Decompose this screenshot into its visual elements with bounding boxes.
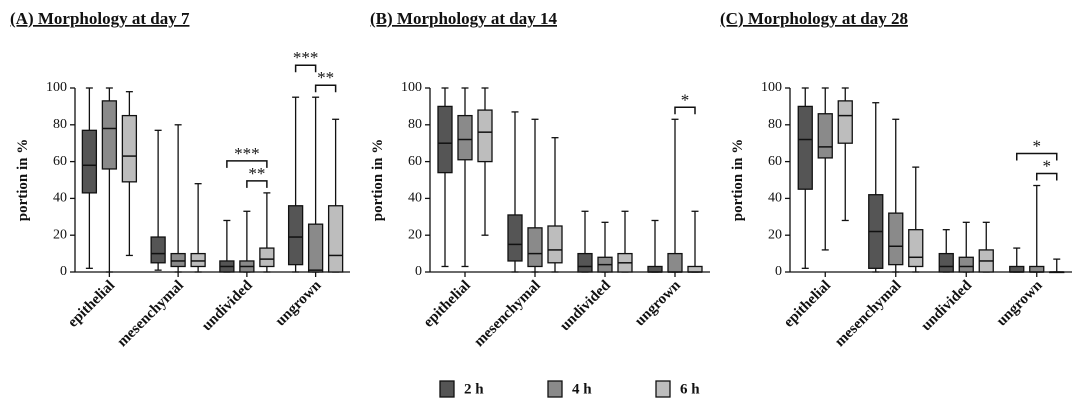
box <box>101 100 118 170</box>
legend-label: 6 h <box>680 381 700 397</box>
x-tick-label: epithelial <box>421 278 474 331</box>
panel-title: (B) Morphology at day 14 <box>370 9 558 28</box>
y-tick-label: 20 <box>768 227 782 242</box>
legend-label: 2 h <box>464 381 484 397</box>
y-tick-label: 40 <box>768 191 782 206</box>
box <box>437 105 453 174</box>
y-tick-label: 80 <box>768 117 782 132</box>
significance-bracket <box>226 160 268 168</box>
box <box>1009 265 1025 273</box>
significance-label: *** <box>234 144 260 163</box>
legend: 2 h 4 h 6 h <box>439 380 700 398</box>
panel: (B) Morphology at day 14 portion in % 0 20 4… <box>370 9 710 350</box>
significance-label: * <box>1043 157 1052 176</box>
box <box>667 252 683 273</box>
y-tick-label: 0 <box>60 264 67 279</box>
y-tick-label: 60 <box>408 154 422 169</box>
y-tick-label: 40 <box>53 191 67 206</box>
legend-swatch <box>547 380 563 398</box>
panel: (C) Morphology at day 28 portion in % 0 20 4… <box>720 9 1072 350</box>
legend-swatch <box>439 380 455 398</box>
box <box>507 214 523 262</box>
x-tick-label: undivided <box>918 277 975 334</box>
box <box>121 114 138 183</box>
x-tick-label: mesenchymal <box>471 278 544 351</box>
x-tick-label: mesenchymal <box>114 278 187 351</box>
significance-bracket <box>294 64 317 73</box>
x-tick-label: ungrown <box>632 277 684 329</box>
y-tick-label: 40 <box>408 191 422 206</box>
box <box>307 223 324 273</box>
y-tick-label: 100 <box>761 80 782 95</box>
box <box>527 227 543 268</box>
y-axis-label: portion in % <box>370 139 386 222</box>
box <box>888 212 904 266</box>
panel: (A) Morphology at day 7 portion in % 0 20 40… <box>10 9 350 350</box>
box <box>287 205 304 266</box>
x-tick-label: epithelial <box>781 278 834 331</box>
x-tick-label: epithelial <box>65 278 118 331</box>
box <box>958 256 974 273</box>
significance-bracket <box>314 84 337 93</box>
y-tick-label: 100 <box>46 80 67 95</box>
significance-label: * <box>681 90 690 109</box>
x-tick-label: undivided <box>199 277 256 334</box>
significance-label: ** <box>248 164 265 183</box>
panel-title: (A) Morphology at day 7 <box>10 9 190 28</box>
y-tick-label: 0 <box>775 264 782 279</box>
box <box>577 252 593 273</box>
box <box>938 252 954 273</box>
y-tick-label: 20 <box>53 227 67 242</box>
y-tick-label: 60 <box>768 154 782 169</box>
y-tick-label: 60 <box>53 154 67 169</box>
x-tick-label: ungrown <box>273 277 325 329</box>
y-tick-label: 80 <box>53 117 67 132</box>
significance-label: ** <box>317 68 334 87</box>
box <box>797 105 813 190</box>
box <box>547 225 563 264</box>
significance-bracket <box>674 106 696 115</box>
significance-bracket <box>246 180 268 188</box>
y-tick-label: 20 <box>408 227 422 242</box>
y-axis-label: portion in % <box>730 139 746 222</box>
y-tick-label: 80 <box>408 117 422 132</box>
box <box>837 100 853 144</box>
significance-bracket <box>1036 172 1058 181</box>
box <box>259 247 275 268</box>
x-tick-label: ungrown <box>994 277 1046 329</box>
panel-title: (C) Morphology at day 28 <box>720 9 908 28</box>
significance-label: *** <box>293 48 319 67</box>
box <box>477 109 493 163</box>
legend-label: 4 h <box>572 381 592 397</box>
significance-bracket <box>1016 152 1058 161</box>
y-tick-label: 100 <box>401 80 422 95</box>
x-tick-label: mesenchymal <box>832 278 905 351</box>
box <box>170 252 186 268</box>
box <box>81 129 98 194</box>
legend-swatch <box>655 380 671 398</box>
box <box>687 265 703 273</box>
x-tick-label: undivided <box>557 277 614 334</box>
box <box>1029 265 1045 273</box>
box <box>647 265 663 273</box>
box <box>817 113 833 159</box>
y-axis-label: portion in % <box>15 139 31 222</box>
box <box>327 205 344 273</box>
significance-label: * <box>1033 137 1042 156</box>
box <box>150 236 166 264</box>
box <box>908 229 924 268</box>
box <box>190 252 206 268</box>
y-tick-label: 0 <box>415 264 422 279</box>
box <box>457 114 473 161</box>
